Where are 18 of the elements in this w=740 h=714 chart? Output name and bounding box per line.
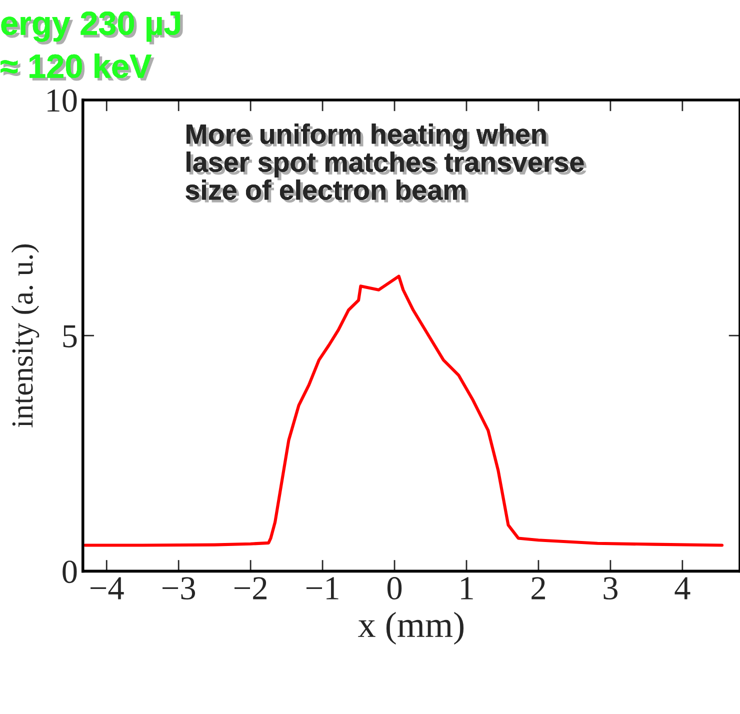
x-tick-label: −4 <box>90 577 124 600</box>
x-tick-label: −1 <box>306 577 338 600</box>
x-tick-label: 1 <box>461 577 473 600</box>
line-series <box>84 274 724 547</box>
y-tick-label: 5 <box>63 325 77 348</box>
x-tick-label: −2 <box>234 577 266 600</box>
x-tick-label: 4 <box>674 577 690 600</box>
chart-subtitle: ≈ 120 keV <box>0 54 154 81</box>
chart-title: ergy 230 µJ <box>1 11 183 45</box>
annotation: More uniform heating when laser spot matches transverse size of electron beam <box>186 124 586 203</box>
x-tick-label: 3 <box>604 577 618 600</box>
x-tick-label: −3 <box>162 577 196 600</box>
x-tick-label: 2 <box>532 577 545 600</box>
x-axis-title: x (mm) <box>358 612 464 645</box>
y-axis-title: intensity (a. u.) <box>11 244 40 428</box>
y-tick-label: 10 <box>48 89 77 112</box>
y-tick-label: 0 <box>62 560 77 584</box>
x-tick-label: 0 <box>387 577 402 600</box>
